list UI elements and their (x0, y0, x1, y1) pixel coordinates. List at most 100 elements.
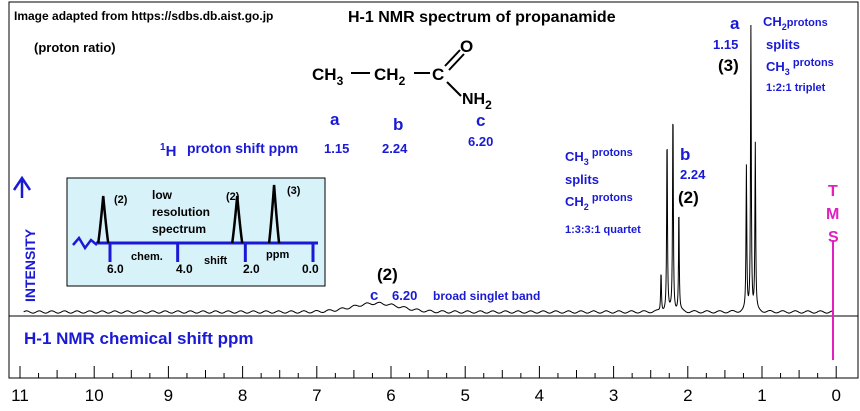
x-tick-label: 2 (683, 386, 692, 405)
inset-panel (66, 177, 326, 287)
proton-ratio-note: (proton ratio) (34, 40, 116, 55)
oxygen-atom: O (460, 37, 473, 56)
shift-value-a: 1.15 (324, 141, 349, 156)
inset-text-spectrum: spectrum (152, 222, 206, 236)
inset-text-resolution: resolution (152, 205, 210, 219)
inset-axis-break-icon (72, 235, 98, 251)
propanamide-structure: CH3 CH2 C O NH2 (312, 37, 492, 112)
peak-a-annotation: a 1.15 (3) CH2protons splits CH3 protons… (713, 14, 834, 94)
inset-tick-6: 6.0 (107, 262, 124, 276)
bond-co-2 (448, 53, 465, 71)
inset-peaks (96, 184, 281, 244)
ch3-group: CH (312, 65, 337, 84)
svg-text:CH2: CH2 (374, 65, 406, 88)
peak-b-pattern: 1:3:3:1 quartet (565, 224, 641, 236)
carbonyl-carbon: C (432, 65, 444, 84)
inset-text-low: low (152, 188, 173, 202)
peak-a-note3: CH (766, 59, 785, 74)
peak-a-ratio: (3) (718, 56, 739, 75)
intensity-label: INTENSITY (22, 228, 38, 302)
peak-c-ratio: (2) (377, 265, 398, 284)
peak-c-annotation: (2) c 6.20 broad singlet band (370, 265, 540, 304)
svg-text:CH3: CH3 (312, 65, 344, 88)
peak-c-description: broad singlet band (433, 289, 540, 303)
shift-table-label: proton shift ppm (187, 140, 298, 156)
x-tick-label: 7 (312, 386, 321, 405)
x-tick-label: 1 (757, 386, 766, 405)
tms-letter-m: M (826, 206, 839, 223)
x-tick-label: 9 (164, 386, 173, 405)
inset-tick-4: 4.0 (176, 262, 193, 276)
shift-label-b: b (393, 115, 403, 134)
peak-a-pattern: 1:2:1 triplet (766, 82, 826, 94)
inset-ticks (108, 243, 315, 262)
tms-letter-t: T (828, 183, 838, 200)
bond-co-1 (444, 49, 461, 67)
peak-a-note1-tail: protons (787, 17, 828, 29)
peak-b-note3-tail: protons (589, 192, 633, 204)
x-tick-label: 3 (609, 386, 618, 405)
chart-title: H-1 NMR spectrum of propanamide (348, 9, 616, 26)
tms-letter-s: S (828, 229, 839, 246)
inset-peak-label-b: (2) (226, 191, 240, 203)
ch2-group: CH (374, 65, 399, 84)
svg-text:NH2: NH2 (462, 91, 492, 112)
shift-table: a b c 1H proton shift ppm 1.15 2.24 6.20 (160, 110, 493, 160)
nh2-group: NH (462, 91, 485, 108)
intensity-arrow-icon (12, 175, 32, 198)
inset-peak (96, 195, 110, 244)
bond-c-n (446, 81, 462, 97)
source-credit: Image adapted from https://sdbs.db.aist.… (14, 9, 273, 23)
peak-a-note1-sub: 2 (782, 22, 787, 32)
x-tick-label: 4 (535, 386, 544, 405)
shift-label-c: c (476, 111, 485, 130)
inset-peak-label-a: (3) (287, 185, 301, 197)
shift-label-a: a (330, 110, 340, 129)
x-axis: 11 10 9 8 7 6 5 4 3 2 1 0 (11, 366, 841, 405)
ch3-subscript: 3 (337, 74, 344, 88)
svg-text:CH3 protons: CH3 protons (766, 57, 834, 77)
inset-axis-word-ppm: ppm (266, 249, 289, 261)
x-tick-label: 6 (386, 386, 395, 405)
inset-peak (230, 195, 244, 244)
inset-axis-word-shift: shift (204, 255, 228, 267)
shift-value-b: 2.24 (382, 141, 408, 156)
low-resolution-inset: low resolution spectrum chem. shift ppm … (66, 177, 326, 287)
peak-a-note2: splits (766, 37, 800, 52)
inset-tick-0: 0.0 (302, 262, 319, 276)
x-axis-title: H-1 NMR chemical shift ppm (24, 329, 254, 348)
inset-peak-label-c: (2) (114, 194, 128, 206)
peak-b-ratio: (2) (678, 188, 699, 207)
shift-prefix: H (166, 143, 177, 160)
peak-a-note3-tail: protons (790, 57, 834, 69)
shift-value-c: 6.20 (468, 134, 493, 149)
peak-b-note3: CH (565, 194, 584, 209)
x-tick-label: 10 (85, 386, 104, 405)
peak-a-note1: CH (763, 14, 782, 29)
peak-c-shift: 6.20 (392, 288, 417, 303)
x-tick-label: 5 (460, 386, 469, 405)
peak-b-note1-sub: 3 (584, 157, 589, 167)
shift-prefix-sup: 1 (160, 142, 166, 153)
peak-b-note2: splits (565, 172, 599, 187)
spectrum-trace (23, 24, 833, 314)
peak-b-note1-tail: protons (589, 147, 633, 159)
x-tick-label: 0 (831, 386, 840, 405)
inset-tick-2: 2.0 (243, 262, 260, 276)
peak-b-note3-sub: 2 (584, 202, 589, 212)
peak-b-annotation: b 2.24 (2) CH3 protons splits CH2 proton… (565, 145, 706, 236)
peak-a-note3-sub: 3 (785, 67, 790, 77)
x-tick-label: 8 (238, 386, 247, 405)
peak-c-label: c (370, 287, 378, 304)
peak-a-label: a (730, 14, 740, 33)
nh2-subscript: 2 (485, 98, 492, 112)
peak-b-note1: CH (565, 149, 584, 164)
inset-axis-word-chem: chem. (131, 251, 163, 263)
peak-b-shift: 2.24 (680, 167, 706, 182)
svg-text:CH3 protons: CH3 protons (565, 147, 633, 167)
ch2-subscript: 2 (399, 74, 406, 88)
svg-text:1H: 1H (160, 142, 176, 160)
svg-text:CH2protons: CH2protons (763, 14, 828, 32)
x-tick-label: 11 (11, 386, 29, 405)
peak-a-shift: 1.15 (713, 37, 738, 52)
